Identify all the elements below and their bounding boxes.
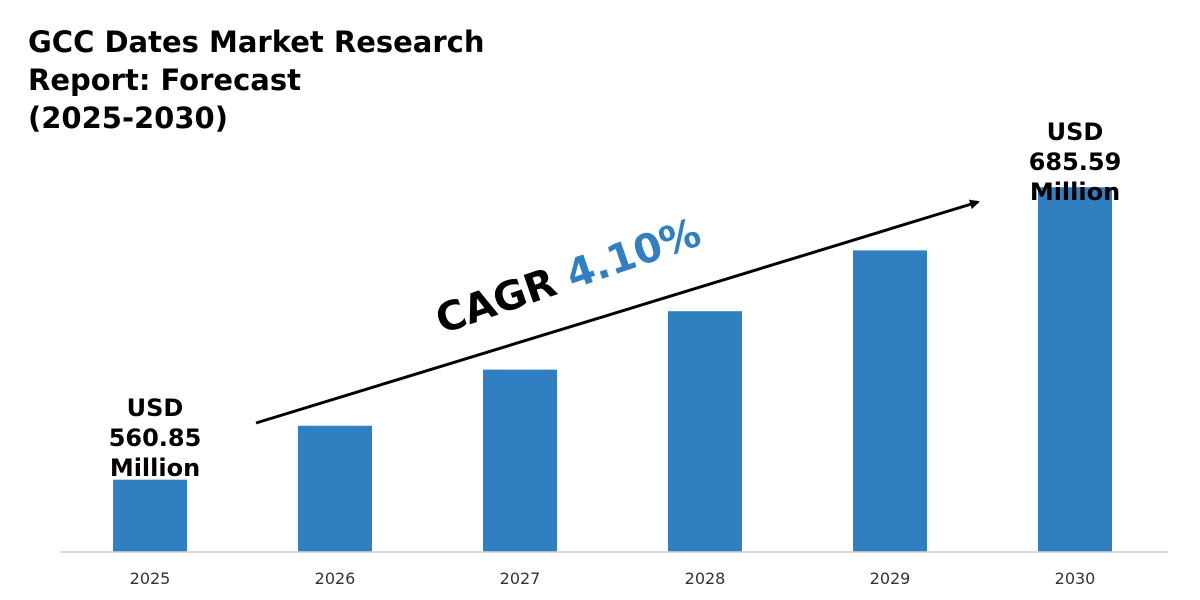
end-value-unit: Million	[1029, 178, 1121, 206]
bars-group	[113, 187, 1112, 553]
bar-2029	[853, 250, 927, 553]
x-tick-label-2026: 2026	[315, 569, 356, 588]
x-tick-label-2028: 2028	[685, 569, 726, 588]
end-value-number: 685.59	[1028, 148, 1122, 176]
x-tick-label-2029: 2029	[870, 569, 911, 588]
start-value-currency: USD	[126, 394, 184, 422]
x-tick-label-2027: 2027	[500, 569, 541, 588]
x-tick-label-2030: 2030	[1055, 569, 1096, 588]
bar-2028	[668, 311, 742, 552]
x-tick-labels: 2025 2026 2027 2028 2029 2030	[130, 569, 1096, 588]
bar-2027	[483, 369, 557, 552]
cagr-arrow	[255, 199, 980, 425]
start-value-number: 560.85	[108, 424, 202, 452]
x-tick-label-2025: 2025	[130, 569, 171, 588]
bar-2030	[1038, 187, 1112, 552]
start-value-label: USD 560.85 Million	[75, 393, 235, 483]
end-value-label: USD 685.59 Million	[995, 117, 1155, 207]
bar-2026	[298, 425, 372, 552]
chart-title-line-3: (2025-2030)	[28, 101, 228, 135]
end-value-currency: USD	[1046, 118, 1104, 146]
start-value-unit: Million	[109, 454, 201, 482]
chart-title-line-2: Report: Forecast	[28, 63, 301, 97]
chart-title-line-1: GCC Dates Market Research	[28, 25, 485, 59]
bar-2025	[113, 479, 187, 552]
